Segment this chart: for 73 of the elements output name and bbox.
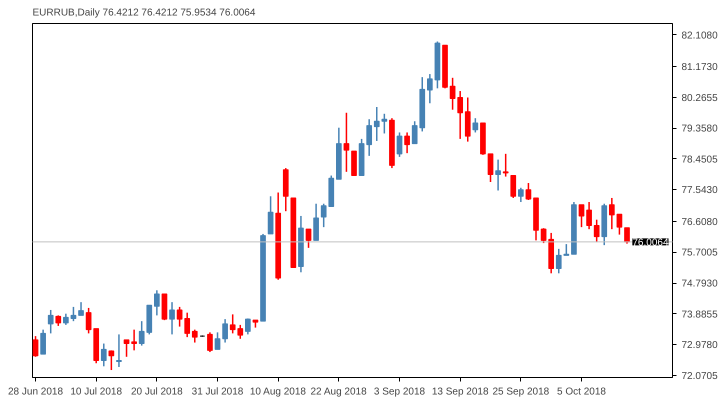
candlestick	[230, 314, 236, 334]
candlestick	[268, 196, 274, 235]
candlestick	[616, 213, 622, 236]
candlestick	[176, 306, 182, 328]
y-tick-label: 79.3580	[682, 124, 718, 135]
candlestick	[344, 112, 350, 173]
candlestick	[518, 187, 524, 203]
candlestick	[624, 227, 630, 244]
y-tick-label: 80.2655	[682, 92, 718, 104]
candlestick	[184, 312, 190, 338]
y-tick-label: 75.7005	[682, 248, 718, 259]
candlestick	[207, 332, 213, 353]
candlestick	[510, 174, 516, 199]
candlestick	[306, 228, 312, 249]
candlestick	[169, 301, 175, 336]
candlestick	[245, 318, 251, 336]
x-tick-label: 13 Sep 2018	[432, 386, 489, 398]
y-tick-label: 72.9780	[682, 340, 718, 352]
candlestick	[412, 120, 418, 144]
x-tick-label: 20 Jul 2018	[131, 386, 184, 398]
candlestick	[313, 202, 319, 242]
candlestick	[108, 350, 114, 371]
candlestick	[154, 290, 160, 316]
candlestick	[472, 117, 478, 134]
candlestick	[131, 328, 137, 352]
y-tick-label: 74.7930	[682, 278, 718, 290]
x-tick-label: 22 Aug 2018	[310, 386, 368, 398]
x-tick-label: 3 Sep 2018	[374, 386, 426, 398]
candlestick	[382, 113, 388, 134]
candlestick	[374, 106, 380, 142]
candlestick	[48, 309, 54, 334]
y-tick-label: 77.5430	[682, 185, 718, 196]
x-tick-label: 31 Jul 2018	[192, 386, 244, 398]
x-tick-label: 10 Aug 2018	[250, 386, 306, 398]
candlestick	[138, 320, 145, 346]
candlestick	[116, 334, 122, 368]
candlestick	[214, 332, 220, 350]
candlestick	[404, 132, 410, 154]
x-tick-label: 10 Jul 2018	[70, 386, 122, 398]
candlestick	[396, 132, 402, 158]
candlestick	[366, 118, 372, 157]
y-tick-label: 72.0705	[682, 370, 718, 382]
candlestick	[237, 324, 244, 340]
y-tick-label: 76.6080	[682, 216, 718, 228]
candlestick	[78, 301, 84, 316]
candlestick	[502, 153, 509, 178]
candlestick	[426, 73, 433, 104]
candlestick	[124, 339, 130, 358]
y-tick-label: 73.8855	[682, 309, 718, 320]
ref-line-label: 76.0064	[632, 237, 669, 248]
candlestick	[594, 218, 600, 243]
candlestick	[192, 328, 198, 344]
x-tick-label: 5 Oct 2018	[557, 386, 606, 398]
y-tick-label: 81.1730	[682, 62, 718, 74]
candlestick	[100, 342, 107, 368]
candlestick	[86, 307, 92, 334]
x-tick-label: 25 Sep 2018	[492, 386, 550, 398]
candlestick	[563, 243, 570, 256]
candlestick	[457, 90, 464, 140]
candlestick	[63, 312, 69, 326]
candlestick	[40, 328, 46, 355]
candlestick	[556, 248, 562, 274]
candlestick	[70, 306, 76, 322]
candlestick	[495, 158, 501, 192]
y-tick-label: 82.1080	[682, 30, 718, 42]
candlestick	[222, 318, 228, 344]
chart-title: EURRUB,Daily 76.4212 76.4212 75.9534 76.0064	[32, 8, 256, 18]
x-tick-label: 28 Jun 2018	[8, 386, 64, 398]
candlestick	[320, 202, 327, 228]
candlestick	[55, 314, 62, 327]
candlestick	[608, 197, 615, 230]
y-tick-label: 78.4505	[682, 154, 718, 166]
candlestick	[32, 335, 38, 358]
